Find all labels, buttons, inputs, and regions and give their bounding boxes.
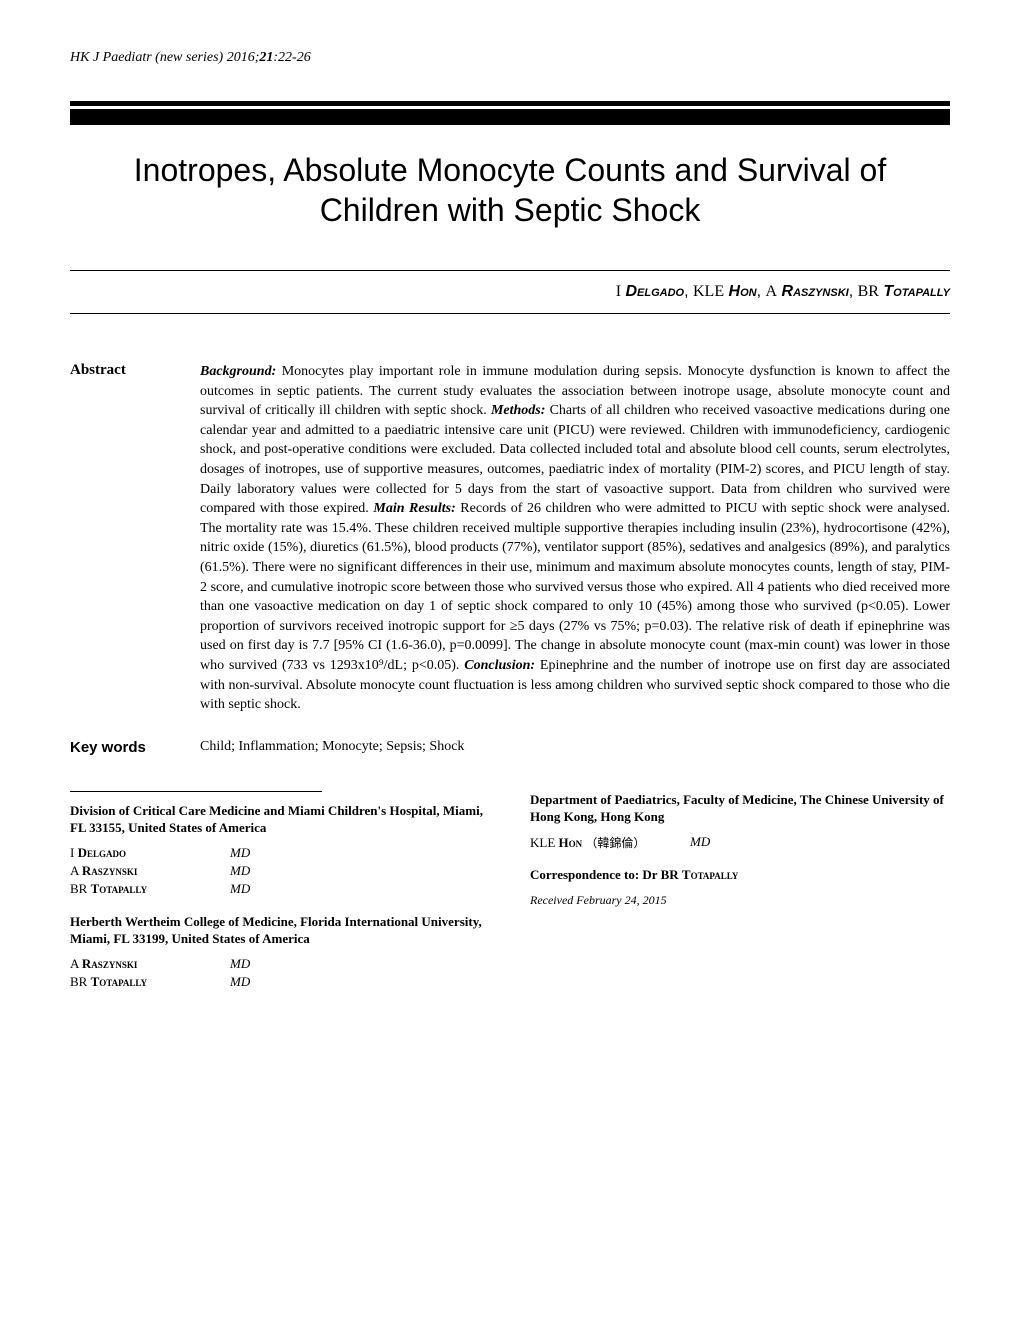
journal-name: HK J Paediatr (new series) (70, 50, 223, 65)
affil-block-right: Department of Paediatrics, Faculty of Me… (530, 791, 950, 851)
journal-year: 2016 (227, 50, 255, 65)
affil-block: Herberth Wertheim College of Medicine, F… (70, 913, 490, 990)
keywords-body: Child; Inflammation; Monocyte; Sepsis; S… (200, 739, 464, 756)
article-title: Inotropes, Absolute Monocyte Counts and … (90, 150, 930, 230)
affil-heading: Division of Critical Care Medicine and M… (70, 802, 490, 837)
author-surname: Totapally (883, 283, 950, 300)
author-initials: BR (858, 283, 879, 300)
affil-block: Division of Critical Care Medicine and M… (70, 802, 490, 897)
keywords-label: Key words (70, 739, 200, 756)
journal-pages: 22-26 (278, 50, 311, 65)
results-head: Main Results: (373, 501, 455, 516)
abstract-body: Background: Monocytes play important rol… (200, 362, 950, 715)
background-head: Background: (200, 364, 276, 379)
affiliations: Division of Critical Care Medicine and M… (70, 791, 950, 1006)
results-text: Records of 26 children who were admitted… (200, 501, 950, 673)
abstract-label: Abstract (70, 362, 200, 715)
affiliations-right: Department of Paediatrics, Faculty of Me… (530, 791, 950, 1006)
title-bar-bottom (70, 109, 950, 125)
affiliations-divider (70, 791, 322, 792)
affil-author-row: A Raszynski MD (70, 863, 490, 879)
title-bar-top (70, 101, 950, 106)
title-section: Inotropes, Absolute Monocyte Counts and … (70, 125, 950, 270)
affil-author-row: BR Totapally MD (70, 974, 490, 990)
methods-text: Charts of all children who received vaso… (200, 403, 950, 516)
affil-heading-right: Department of Paediatrics, Faculty of Me… (530, 791, 950, 826)
author-chinese-name: （韓錦倫） (585, 836, 645, 850)
affil-author-degree: MD (230, 881, 250, 897)
affil-author-name: A Raszynski (70, 863, 230, 879)
conclusion-head: Conclusion: (464, 658, 535, 673)
correspondence-surname: Totapally (682, 867, 739, 882)
journal-volume: 21 (259, 50, 273, 65)
correspondence-prefix: Dr BR (642, 867, 678, 882)
author-surname: Raszynski (782, 283, 849, 300)
author-surname: Hon (729, 283, 757, 300)
affil-author-name: BR Totapally (70, 881, 230, 897)
abstract-section: Abstract Background: Monocytes play impo… (70, 362, 950, 715)
author-surname: Delgado (625, 283, 684, 300)
correspondence-label: Correspondence to: (530, 867, 639, 882)
author-initials: I (616, 283, 621, 300)
affil-author-row: I Delgado MD (70, 845, 490, 861)
affil-author-degree: MD (230, 956, 250, 972)
affil-author-degree: MD (690, 834, 710, 851)
keywords-section: Key words Child; Inflammation; Monocyte;… (70, 739, 950, 756)
author-initials: KLE (693, 283, 724, 300)
methods-head: Methods: (491, 403, 545, 418)
affil-author-name: I Delgado (70, 845, 230, 861)
affil-author-name: A Raszynski (70, 956, 230, 972)
journal-header: HK J Paediatr (new series) 2016;21:22-26 (70, 50, 950, 66)
correspondence: Correspondence to: Dr BR Totapally (530, 867, 950, 883)
affil-author-row: KLE Hon （韓錦倫） MD (530, 834, 950, 851)
received-date: Received February 24, 2015 (530, 893, 950, 908)
affil-heading: Herberth Wertheim College of Medicine, F… (70, 913, 490, 948)
affil-author-row: A Raszynski MD (70, 956, 490, 972)
affil-author-degree: MD (230, 974, 250, 990)
affil-author-name: KLE Hon （韓錦倫） (530, 834, 690, 851)
affil-author-row: BR Totapally MD (70, 881, 490, 897)
affil-author-degree: MD (230, 845, 250, 861)
author-initials: A (766, 283, 778, 300)
affil-author-degree: MD (230, 863, 250, 879)
affil-author-name: BR Totapally (70, 974, 230, 990)
affiliations-left: Division of Critical Care Medicine and M… (70, 791, 490, 1006)
authors-line: I Delgado, KLE Hon, A Raszynski, BR Tota… (70, 270, 950, 314)
